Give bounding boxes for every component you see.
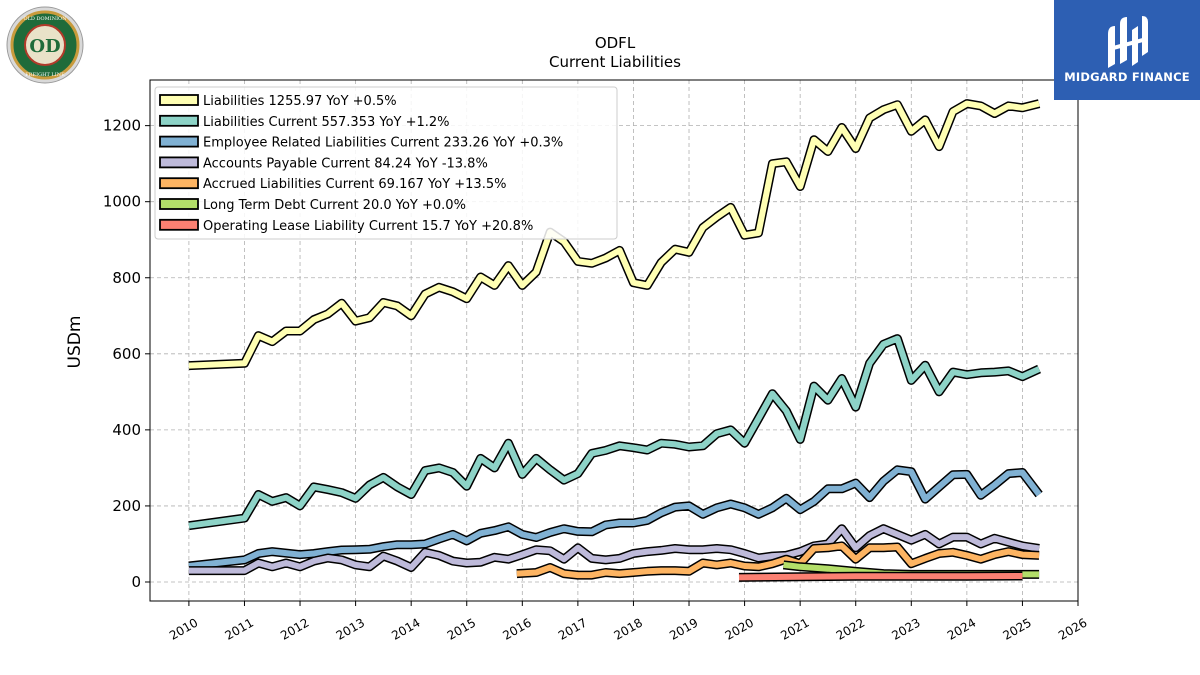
x-tick-label: 2018	[611, 615, 644, 642]
x-tick-label: 2022	[834, 615, 867, 642]
x-tick-label: 2016	[500, 615, 533, 642]
odfl-seal-logo: OD OLD DOMINION FREIGHT LINE	[6, 6, 84, 84]
legend-swatch	[159, 156, 199, 169]
x-tick-label: 2013	[334, 615, 367, 642]
x-tick-label: 2011	[223, 615, 256, 642]
legend-entry: Long Term Debt Current 20.0 YoY +0.0%	[203, 198, 466, 213]
y-tick-label: 200	[112, 497, 141, 515]
chart-ticker-title: ODFL	[595, 34, 636, 52]
y-tick-label: 600	[112, 345, 141, 363]
series-line-6	[738, 573, 1023, 581]
y-tick-label: 800	[112, 269, 141, 287]
series-line-4	[516, 542, 1040, 579]
x-tick-label: 2021	[778, 615, 811, 642]
x-tick-label: 2012	[278, 615, 311, 642]
svg-text:OD: OD	[29, 36, 60, 57]
chart-subtitle: Current Liabilities	[549, 53, 681, 71]
legend-entry: Liabilities Current 557.353 YoY +1.2%	[203, 115, 450, 130]
y-tick-label: 0	[131, 573, 141, 591]
y-axis-label: USDm	[65, 316, 85, 369]
legend-swatch	[159, 114, 199, 127]
legend-swatch	[159, 177, 199, 190]
chart-legend: Liabilities 1255.97 YoY +0.5% Liabilities…	[154, 86, 618, 240]
legend-entry: Liabilities 1255.97 YoY +0.5%	[203, 94, 397, 109]
legend-entry: Accrued Liabilities Current 69.167 YoY +…	[203, 177, 506, 192]
midgard-logo-icon	[1108, 16, 1148, 68]
x-tick-label: 2023	[889, 615, 922, 642]
legend-swatch	[159, 218, 199, 231]
x-tick-label: 2019	[667, 615, 700, 642]
legend-entry: Operating Lease Liability Current 15.7 Y…	[203, 219, 533, 234]
x-tick-label: 2020	[723, 615, 756, 642]
x-tick-label: 2010	[167, 615, 200, 642]
x-tick-label: 2026	[1056, 615, 1089, 642]
x-tick-label: 2024	[945, 615, 978, 642]
plot-frame	[149, 79, 1079, 602]
y-tick-label: 1200	[103, 117, 141, 135]
brand-name: MIDGARD FINANCE	[1064, 70, 1190, 84]
legend-swatch	[159, 94, 199, 106]
x-tick-label: 2014	[389, 615, 422, 642]
legend-entry: Accounts Payable Current 84.24 YoY -13.8…	[203, 156, 488, 171]
svg-text:FREIGHT LINE: FREIGHT LINE	[25, 72, 65, 78]
y-tick-label: 1000	[103, 193, 141, 211]
legend-entry: Employee Related Liabilities Current 233…	[203, 136, 563, 151]
series-lines	[188, 99, 1043, 582]
svg-text:OLD DOMINION: OLD DOMINION	[23, 16, 67, 22]
legend-swatch	[159, 135, 199, 148]
legend-swatch	[159, 198, 199, 210]
x-tick-label: 2025	[1000, 615, 1033, 642]
midgard-finance-brand: MIDGARD FINANCE	[1054, 0, 1200, 100]
legend-box	[154, 86, 618, 240]
x-tick-label: 2017	[556, 615, 589, 642]
y-tick-label: 400	[112, 421, 141, 439]
x-tick-label: 2015	[445, 615, 478, 642]
